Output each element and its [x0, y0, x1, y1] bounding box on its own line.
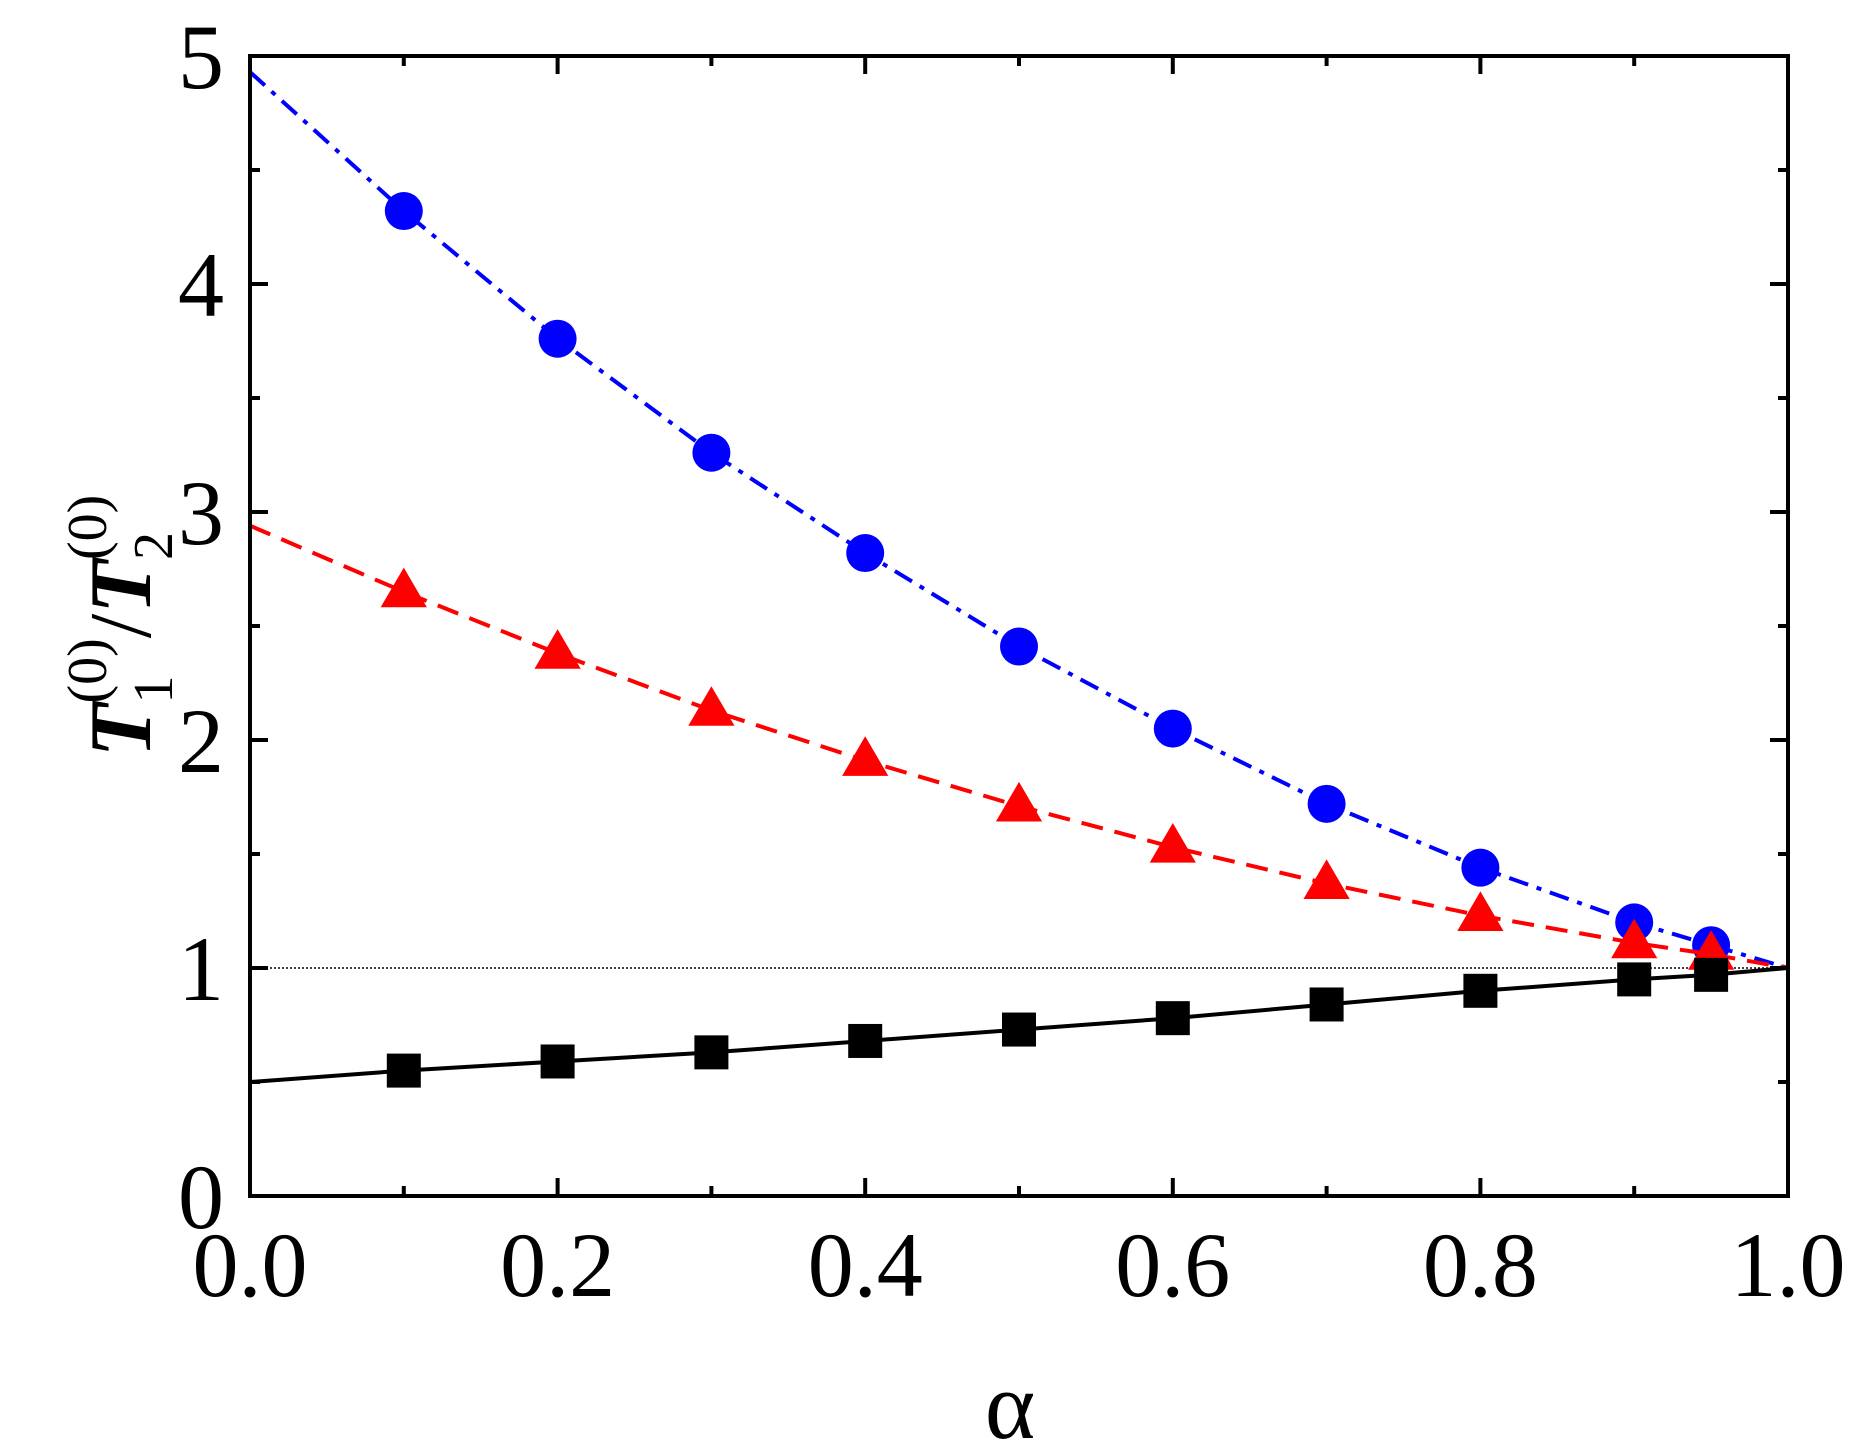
y-axis-title: T1(0)/T2(0) — [57, 495, 185, 758]
series-square-point — [1617, 962, 1652, 997]
series-triangle-line — [249, 523, 1789, 970]
y-tick-label: 1 — [178, 918, 224, 1020]
series-circle-point — [1000, 627, 1038, 666]
tick-labels: 0.0 0.2 0.4 0.6 0.8 1.0 0 1 2 3 4 5 — [178, 6, 1846, 1316]
series-circle-point — [846, 534, 885, 573]
x-tick-label: 0.2 — [500, 1214, 615, 1316]
series-circle-point — [538, 319, 577, 358]
y-tick-label: 2 — [178, 690, 224, 792]
x-tick-label: 0.8 — [1423, 1214, 1538, 1316]
series-triangle-point — [1149, 823, 1196, 863]
x-tick-label: 0.4 — [808, 1214, 923, 1316]
series-square-point — [694, 1035, 729, 1070]
y-tick-label: 3 — [178, 462, 224, 564]
series-square-point — [1694, 957, 1729, 992]
series-circle-point — [1307, 784, 1346, 823]
series-square-point — [1463, 973, 1498, 1008]
series-circle-point — [384, 192, 423, 231]
series-triangle-point — [842, 736, 889, 776]
x-tick-label: 0.6 — [1115, 1214, 1230, 1316]
series-square-point — [848, 1023, 883, 1058]
series-triangle-point — [1611, 918, 1658, 959]
series-square-point — [386, 1053, 421, 1088]
plot-area — [248, 70, 1789, 1088]
series-square-point — [1002, 1012, 1036, 1047]
series-square-point — [1309, 987, 1344, 1022]
series-triangle-point — [380, 567, 427, 608]
y-axis-title-sup2: (0) — [57, 495, 119, 560]
series-triangle-point — [1457, 891, 1504, 931]
series-circle-point — [1461, 848, 1500, 887]
x-tick-label: 0.0 — [193, 1214, 308, 1316]
y-axis-title-sub1: 1 — [123, 676, 185, 704]
y-axis-title-main1: T — [73, 700, 170, 757]
y-tick-label: 5 — [178, 6, 224, 108]
series-circle-point — [1153, 709, 1192, 748]
y-tick-label: 4 — [178, 234, 224, 336]
svg-text:T1(0)/T2(0): T1(0)/T2(0) — [57, 495, 185, 758]
series-circle-point — [692, 433, 731, 472]
series-square-point — [540, 1044, 575, 1079]
series-square-point — [1155, 1001, 1190, 1036]
series-triangle-point — [534, 629, 581, 669]
y-axis-title-main2: T — [73, 557, 170, 614]
y-axis-title-sub2: 2 — [123, 532, 185, 560]
series-triangle-point — [1303, 859, 1350, 899]
y-axis-title-slash: / — [73, 613, 170, 638]
plot-frame — [248, 54, 1790, 1198]
series-triangle-point — [995, 781, 1043, 822]
y-axis-title-sup1: (0) — [57, 638, 119, 703]
y-tick-label: 0 — [178, 1146, 224, 1248]
x-tick-label: 1.0 — [1731, 1214, 1846, 1316]
series-circle-line — [248, 70, 1789, 970]
x-axis-title: α — [985, 1352, 1035, 1450]
series-triangle-point — [688, 686, 735, 726]
